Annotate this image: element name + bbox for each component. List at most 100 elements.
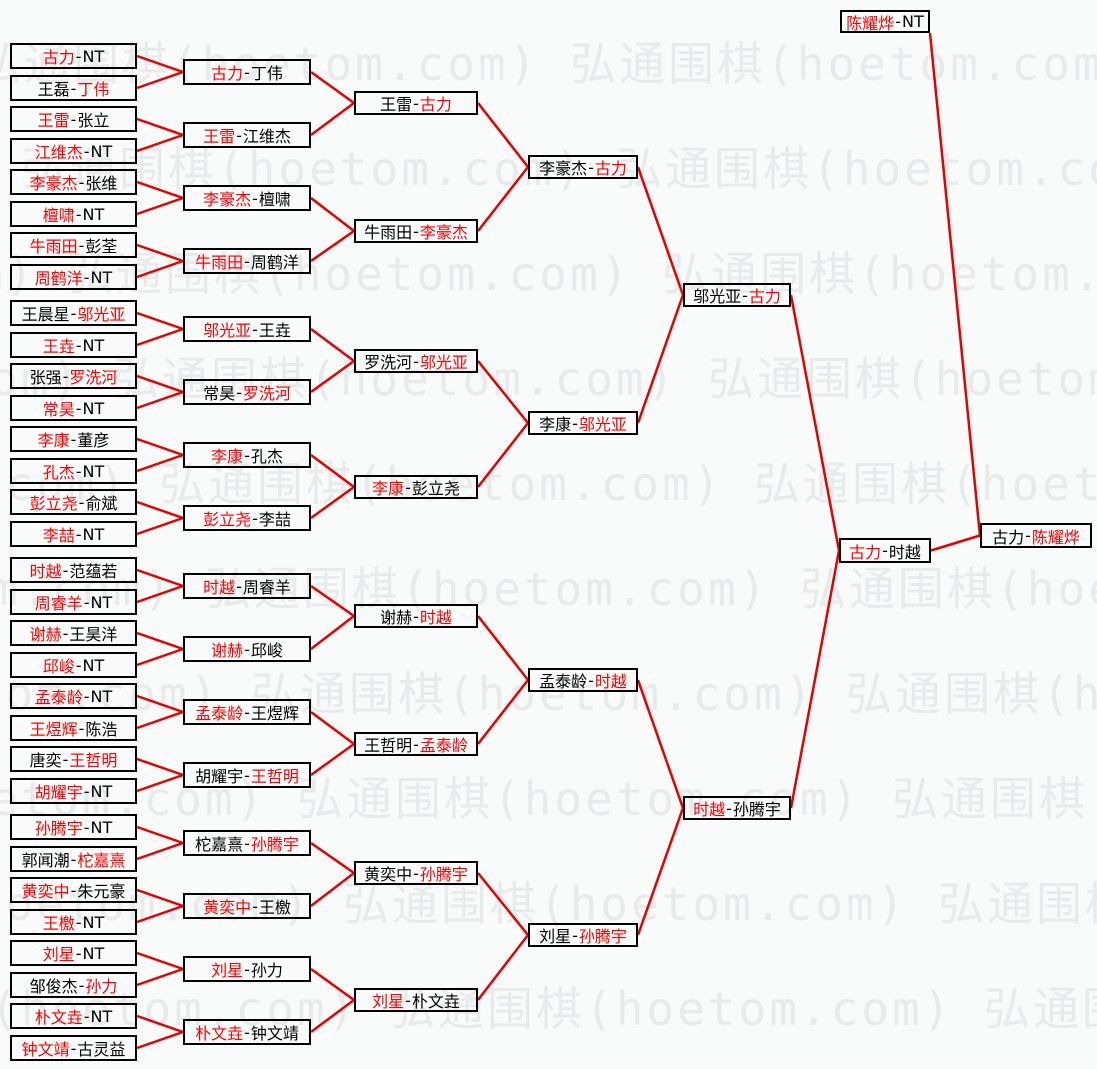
player-name: 古灵益 xyxy=(77,1040,126,1059)
connector-line xyxy=(136,453,184,473)
match-box: 胡耀宇 - 王哲明 xyxy=(183,762,311,788)
connector-line xyxy=(136,390,184,410)
player-name: 古力 xyxy=(419,95,452,114)
vs-separator: - xyxy=(70,109,77,129)
vs-separator: - xyxy=(75,46,82,66)
vs-separator: - xyxy=(244,639,250,659)
match-box: 孔杰 - NT xyxy=(10,458,137,484)
player-name: 罗洗河 xyxy=(69,368,118,387)
match-box: 谢赫 - 时越 xyxy=(354,604,478,628)
match-box: 李豪杰 - 檀啸 xyxy=(183,185,311,211)
player-name: 王晨星 xyxy=(21,305,70,324)
vs-separator: - xyxy=(78,492,85,512)
player-name: 时越 xyxy=(203,578,236,597)
connector-line xyxy=(636,294,685,424)
player-name: 罗洗河 xyxy=(242,384,291,403)
player-name: 王哲明 xyxy=(364,736,413,755)
match-box: 郭闻潮 - 柁嘉熹 xyxy=(10,846,137,872)
player-name: 彭立尧 xyxy=(411,479,460,498)
match-box: 黄奕中 - 朱元豪 xyxy=(10,877,137,903)
match-box: 黄奕中 - 孙腾宇 xyxy=(354,861,478,885)
player-name: 古力 xyxy=(594,159,627,178)
connector-line xyxy=(310,101,355,137)
player-name: 谢赫 xyxy=(29,625,62,644)
connector-line xyxy=(310,229,355,263)
vs-separator: - xyxy=(244,959,250,979)
player-name: 檀啸 xyxy=(258,190,291,209)
vs-separator: - xyxy=(62,749,69,769)
player-name: 朱元豪 xyxy=(77,882,126,901)
match-box: 古力 - 时越 xyxy=(839,538,931,563)
vs-separator: - xyxy=(75,943,82,963)
watermark-row: 弘通围棋(hoetom.com) 弘通围棋(hoetom.com) 弘通围棋(h… xyxy=(0,142,1097,196)
player-name: 牛雨田 xyxy=(364,223,413,242)
connector-line xyxy=(136,825,184,845)
player-name: 王雷 xyxy=(37,111,70,130)
connector-line xyxy=(136,54,184,74)
player-name: 唐奕 xyxy=(29,751,62,770)
match-box: 王垚 - NT xyxy=(10,332,137,358)
player-name: 俞斌 xyxy=(85,494,118,513)
vs-separator: - xyxy=(83,592,90,612)
connector-line xyxy=(477,102,529,168)
match-box: 牛雨田 - 彭荃 xyxy=(10,232,137,258)
player-name: 李喆 xyxy=(42,526,75,545)
connector-line xyxy=(136,70,184,90)
match-box: 张强 - 罗洗河 xyxy=(10,363,137,389)
connector-line xyxy=(136,259,184,279)
connector-line xyxy=(636,166,685,296)
match-box: 陈耀烨 - NT xyxy=(840,10,930,33)
player-name: 孙腾宇 xyxy=(732,800,781,819)
player-name: 时越 xyxy=(594,672,627,691)
player-name: NT xyxy=(82,461,105,481)
match-box: 邱峻 - NT xyxy=(10,652,137,678)
match-box: 王煜辉 - 陈浩 xyxy=(10,715,137,741)
match-box: 时越 - 周睿羊 xyxy=(183,573,311,599)
player-name: 刘星 xyxy=(42,945,75,964)
connector-line xyxy=(136,757,184,777)
player-name: 黄奕中 xyxy=(364,865,413,884)
vs-separator: - xyxy=(882,541,888,560)
match-box: 周睿羊 - NT xyxy=(10,589,137,615)
connector-line xyxy=(136,311,184,331)
connector-line xyxy=(136,1030,184,1050)
connector-line xyxy=(136,951,184,971)
player-name: 时越 xyxy=(693,800,726,819)
match-box: 刘星 - 朴文垚 xyxy=(354,988,478,1012)
player-name: 古力 xyxy=(748,287,781,306)
match-box: 邹俊杰 - 孙力 xyxy=(10,972,137,998)
player-name: 邱峻 xyxy=(42,657,75,676)
match-box: 刘星 - 孙腾宇 xyxy=(528,923,638,947)
player-name: 王垚 xyxy=(258,321,291,340)
match-box: 常昊 - NT xyxy=(10,395,137,421)
vs-separator: - xyxy=(78,172,85,192)
vs-separator: - xyxy=(78,975,85,995)
player-name: 黄奕中 xyxy=(203,898,252,917)
vs-separator: - xyxy=(252,188,258,208)
player-name: 孟泰龄 xyxy=(419,736,468,755)
connector-line xyxy=(136,967,184,987)
connector-line xyxy=(136,500,184,520)
player-name: 柁嘉熹 xyxy=(77,851,126,870)
player-name: 王煜辉 xyxy=(250,704,299,723)
player-name: 彭立尧 xyxy=(29,494,78,513)
vs-separator: - xyxy=(572,413,578,433)
connector-line xyxy=(136,1014,184,1034)
connector-line xyxy=(136,180,184,200)
connector-line xyxy=(136,647,184,667)
player-name: 孟泰龄 xyxy=(539,672,588,691)
match-box: 朴文垚 - NT xyxy=(10,1003,137,1029)
match-box: 孟泰龄 - 王煜辉 xyxy=(183,699,311,725)
vs-separator: - xyxy=(78,235,85,255)
player-name: 孙力 xyxy=(250,961,283,980)
player-name: 王垚 xyxy=(42,337,75,356)
vs-separator: - xyxy=(252,508,258,528)
vs-separator: - xyxy=(588,157,594,177)
player-name: 邬光亚 xyxy=(693,287,742,306)
player-name: 邬光亚 xyxy=(419,353,468,372)
player-name: NT xyxy=(82,398,105,418)
player-name: 邬光亚 xyxy=(578,415,627,434)
watermark-row: 弘通围棋(hoetom.com) 弘通围棋(hoetom.com) 弘通围棋(h… xyxy=(0,877,1097,931)
